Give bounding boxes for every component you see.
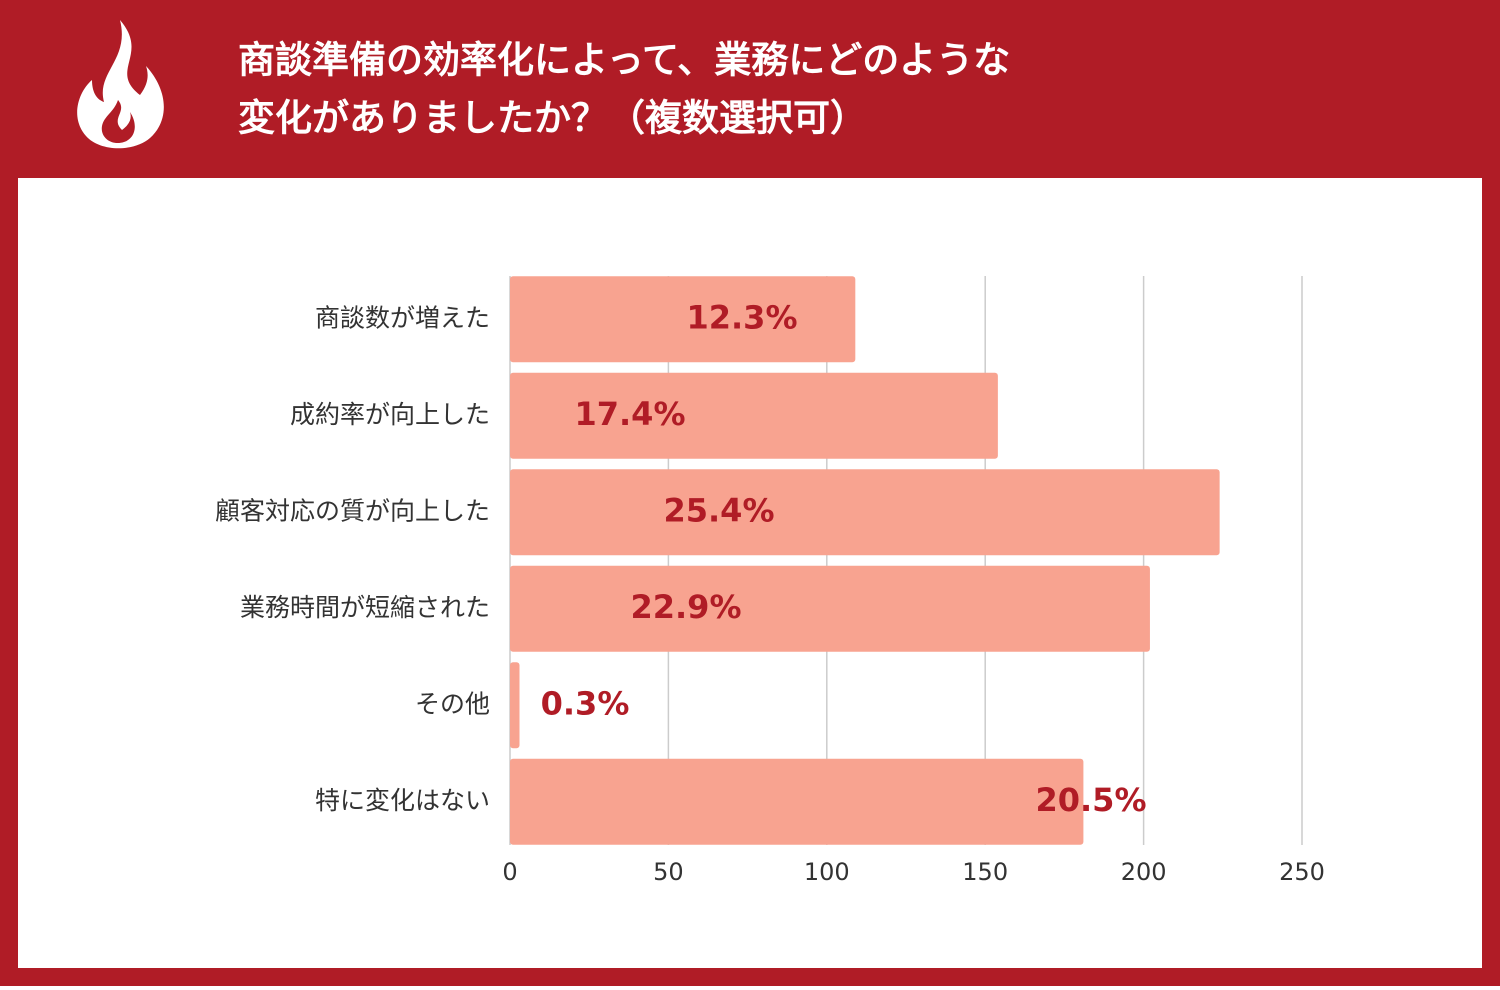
- flame-icon: [77, 20, 164, 149]
- x-tick-label: 0: [502, 858, 517, 886]
- bar: [510, 565, 1150, 652]
- chart-title: 商談準備の効率化によって、業務にどのような: [238, 39, 1010, 82]
- bar: [510, 276, 856, 363]
- category-label: その他: [415, 689, 490, 718]
- category-label: 特に変化はない: [315, 786, 490, 815]
- bar: [510, 758, 1084, 845]
- bar: [510, 469, 1220, 556]
- data-label: 20.5%: [1035, 781, 1146, 819]
- data-label: 22.9%: [630, 588, 741, 626]
- data-label: 12.3%: [686, 298, 797, 336]
- chart-title: 変化がありましたか？（複数選択可）: [238, 97, 867, 140]
- x-tick-label: 100: [804, 858, 850, 886]
- category-label: 商談数が増えた: [315, 303, 490, 332]
- bar: [510, 372, 998, 459]
- category-label: 業務時間が短縮された: [240, 593, 490, 622]
- data-label: 17.4%: [574, 395, 685, 433]
- category-label: 成約率が向上した: [290, 400, 490, 429]
- data-label: 0.3%: [541, 684, 630, 722]
- x-tick-label: 250: [1279, 858, 1325, 886]
- bar: [510, 662, 520, 749]
- data-label: 25.4%: [663, 491, 774, 529]
- x-tick-label: 150: [962, 858, 1008, 886]
- x-tick-label: 50: [653, 858, 684, 886]
- category-label: 顧客対応の質が向上した: [215, 496, 490, 525]
- x-tick-label: 200: [1121, 858, 1167, 886]
